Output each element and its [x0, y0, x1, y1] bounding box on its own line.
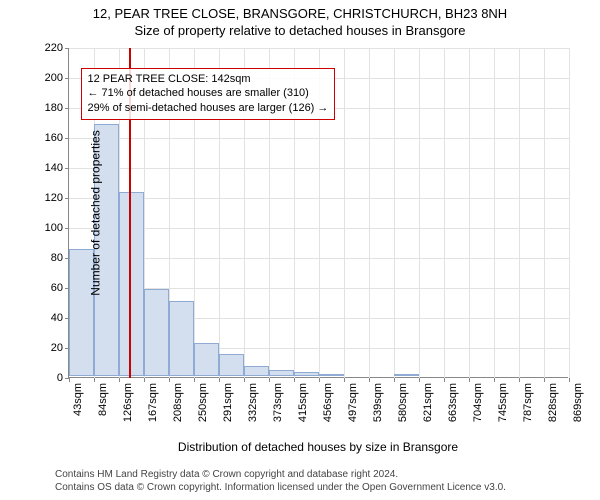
- histogram-bar: [144, 289, 169, 376]
- annotation-line: 12 PEAR TREE CLOSE: 142sqm: [88, 72, 329, 87]
- x-tick-label: 869sqm: [572, 383, 584, 422]
- y-tick-mark: [65, 198, 69, 199]
- y-tick-label: 220: [23, 42, 63, 54]
- chart-area: 12 PEAR TREE CLOSE: 142sqm← 71% of detac…: [68, 48, 568, 378]
- gridline-vertical: [494, 48, 495, 378]
- x-tick-label: 787sqm: [522, 383, 534, 422]
- x-tick-mark: [344, 378, 345, 382]
- x-tick-mark: [169, 378, 170, 382]
- x-tick-label: 208sqm: [172, 383, 184, 422]
- title-line-2: Size of property relative to detached ho…: [0, 23, 600, 40]
- y-tick-mark: [65, 78, 69, 79]
- x-tick-mark: [69, 378, 70, 382]
- histogram-bar: [319, 374, 344, 376]
- x-tick-label: 745sqm: [497, 383, 509, 422]
- annotation-box: 12 PEAR TREE CLOSE: 142sqm← 71% of detac…: [81, 68, 336, 121]
- x-tick-mark: [419, 378, 420, 382]
- x-tick-mark: [244, 378, 245, 382]
- x-tick-mark: [144, 378, 145, 382]
- x-tick-mark: [219, 378, 220, 382]
- x-tick-mark: [194, 378, 195, 382]
- gridline-vertical: [444, 48, 445, 378]
- histogram-bar: [244, 366, 269, 377]
- y-tick-mark: [65, 138, 69, 139]
- x-tick-label: 84sqm: [97, 383, 109, 416]
- gridline-vertical: [519, 48, 520, 378]
- x-tick-label: 43sqm: [72, 383, 84, 416]
- x-tick-label: 332sqm: [247, 383, 259, 422]
- histogram-bar: [294, 372, 319, 377]
- x-tick-mark: [119, 378, 120, 382]
- x-tick-label: 497sqm: [347, 383, 359, 422]
- y-tick-label: 40: [23, 312, 63, 324]
- x-tick-label: 373sqm: [272, 383, 284, 422]
- x-axis-label: Distribution of detached houses by size …: [68, 440, 568, 454]
- gridline-vertical: [394, 48, 395, 378]
- y-tick-label: 160: [23, 132, 63, 144]
- y-tick-mark: [65, 108, 69, 109]
- x-tick-mark: [94, 378, 95, 382]
- x-tick-label: 704sqm: [472, 383, 484, 422]
- x-tick-label: 167sqm: [147, 383, 159, 422]
- x-tick-label: 580sqm: [397, 383, 409, 422]
- x-tick-label: 539sqm: [372, 383, 384, 422]
- y-tick-label: 120: [23, 192, 63, 204]
- gridline-vertical: [569, 48, 570, 378]
- x-tick-mark: [319, 378, 320, 382]
- x-tick-label: 250sqm: [197, 383, 209, 422]
- x-tick-mark: [469, 378, 470, 382]
- x-tick-mark: [444, 378, 445, 382]
- y-tick-mark: [65, 168, 69, 169]
- y-tick-label: 20: [23, 342, 63, 354]
- annotation-line: ← 71% of detached houses are smaller (31…: [88, 86, 329, 101]
- histogram-bar: [269, 370, 294, 376]
- x-tick-mark: [369, 378, 370, 382]
- y-axis-label: Number of detached properties: [89, 130, 103, 295]
- y-tick-label: 200: [23, 72, 63, 84]
- plot-region: 12 PEAR TREE CLOSE: 142sqm← 71% of detac…: [68, 48, 568, 378]
- gridline-vertical: [344, 48, 345, 378]
- y-tick-label: 140: [23, 162, 63, 174]
- histogram-bar: [194, 343, 219, 376]
- gridline-vertical: [419, 48, 420, 378]
- x-tick-mark: [394, 378, 395, 382]
- y-tick-label: 0: [23, 372, 63, 384]
- gridline-vertical: [369, 48, 370, 378]
- y-tick-label: 60: [23, 282, 63, 294]
- y-tick-label: 100: [23, 222, 63, 234]
- title-line-1: 12, PEAR TREE CLOSE, BRANSGORE, CHRISTCH…: [0, 6, 600, 23]
- x-tick-label: 415sqm: [297, 383, 309, 422]
- x-tick-mark: [294, 378, 295, 382]
- x-tick-mark: [544, 378, 545, 382]
- histogram-bar: [169, 301, 194, 376]
- histogram-bar: [119, 192, 144, 377]
- chart-title: 12, PEAR TREE CLOSE, BRANSGORE, CHRISTCH…: [0, 0, 600, 40]
- histogram-bar: [219, 354, 244, 377]
- x-tick-label: 828sqm: [547, 383, 559, 422]
- y-tick-mark: [65, 48, 69, 49]
- gridline-vertical: [469, 48, 470, 378]
- y-tick-label: 180: [23, 102, 63, 114]
- y-tick-mark: [65, 228, 69, 229]
- x-tick-label: 456sqm: [322, 383, 334, 422]
- footer-attribution: Contains HM Land Registry data © Crown c…: [55, 469, 506, 494]
- x-tick-label: 291sqm: [222, 383, 234, 422]
- x-tick-label: 621sqm: [422, 383, 434, 422]
- x-tick-label: 126sqm: [122, 383, 134, 422]
- footer-line-2: Contains OS data © Crown copyright. Info…: [55, 482, 506, 495]
- x-tick-mark: [269, 378, 270, 382]
- y-tick-label: 80: [23, 252, 63, 264]
- annotation-line: 29% of semi-detached houses are larger (…: [88, 101, 329, 116]
- gridline-vertical: [544, 48, 545, 378]
- x-tick-mark: [569, 378, 570, 382]
- footer-line-1: Contains HM Land Registry data © Crown c…: [55, 469, 506, 482]
- x-tick-label: 663sqm: [447, 383, 459, 422]
- x-tick-mark: [519, 378, 520, 382]
- x-tick-mark: [494, 378, 495, 382]
- histogram-bar: [394, 374, 419, 376]
